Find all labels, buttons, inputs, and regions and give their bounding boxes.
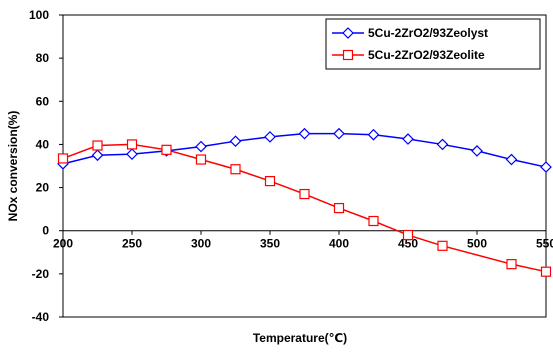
x-tick-label: 450 [398, 237, 418, 251]
series-1-point [505, 153, 518, 166]
series-layer [57, 127, 552, 277]
series-2-point [299, 188, 310, 200]
series-1-point [195, 140, 207, 153]
y-tick-label: 80 [36, 51, 50, 65]
y-tick-label: 60 [36, 94, 50, 108]
y-axis-ticks: -40 -20 0 20 40 60 80 100 [29, 8, 63, 324]
series-2-point [126, 139, 138, 150]
series-2-point [230, 164, 241, 175]
x-axis-ticks: 200 250 300 350 400 450 500 550 [53, 230, 553, 251]
series-1-point [402, 133, 414, 145]
y-tick-label: 20 [36, 181, 50, 195]
series-2-point [57, 153, 69, 164]
y-tick-label: 100 [29, 8, 49, 22]
series-1-point [540, 161, 552, 173]
series-2-point [437, 240, 448, 251]
series-2-point [161, 144, 172, 155]
x-axis-title: Temperature(℃) [253, 331, 347, 345]
series-1 [57, 127, 552, 173]
x-tick-label: 550 [536, 237, 553, 251]
y-tick-label: 40 [36, 137, 50, 151]
series-1-point [264, 131, 276, 143]
y-tick-label: -40 [32, 310, 50, 324]
legend: 5Cu-2ZrO2/93Zeolyst 5Cu-2ZrO2/93Zeolite [325, 18, 541, 70]
series-2-point [402, 229, 414, 241]
series-2-point [368, 215, 379, 227]
series-1-point [333, 127, 345, 140]
x-tick-label: 250 [122, 237, 142, 251]
y-tick-label: 0 [42, 224, 49, 238]
series-2-point [540, 266, 552, 277]
y-tick-label: -20 [32, 267, 50, 281]
series-1-point [471, 145, 483, 157]
series-2-point [92, 140, 103, 151]
series-2-line [62, 143, 547, 273]
legend-label: 5Cu-2ZrO2/93Zeolyst [368, 26, 488, 40]
series-2-point [195, 154, 207, 165]
x-tick-label: 200 [53, 237, 73, 251]
legend-swatch-marker [342, 49, 354, 61]
series-1-point [436, 138, 449, 151]
series-2-point [264, 176, 276, 187]
series-1-point [126, 148, 138, 160]
series-2-point [333, 202, 345, 214]
series-1-point [229, 135, 242, 148]
x-tick-label: 500 [467, 237, 487, 251]
series-1-point [298, 127, 311, 140]
legend-box [325, 18, 541, 70]
x-tick-label: 400 [329, 237, 349, 251]
series-2-point [506, 259, 517, 270]
series-1-point [91, 149, 104, 162]
x-tick-label: 350 [260, 237, 280, 251]
x-tick-label: 300 [191, 237, 211, 251]
legend-swatch-marker [342, 27, 354, 39]
series-1-point [367, 128, 380, 141]
y-axis-title: NOx conversion(%) [6, 111, 20, 222]
legend-entries: 5Cu-2ZrO2/93Zeolyst 5Cu-2ZrO2/93Zeolite [332, 26, 488, 62]
series-2 [57, 139, 552, 277]
legend-label: 5Cu-2ZrO2/93Zeolite [368, 48, 485, 62]
